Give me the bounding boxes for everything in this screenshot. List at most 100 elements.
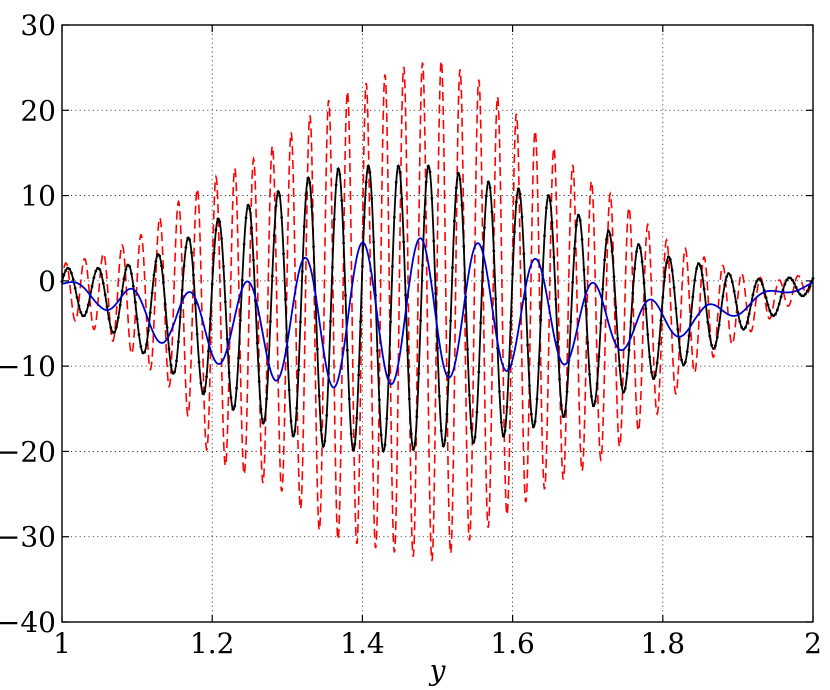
series-point <box>590 395 593 398</box>
series-point <box>479 321 483 325</box>
series-point <box>563 410 567 414</box>
series-point <box>120 289 124 293</box>
series-point <box>605 238 608 241</box>
series-point <box>109 326 113 329</box>
series-point <box>640 260 644 264</box>
series-point <box>682 363 685 367</box>
series-point <box>347 397 351 401</box>
series-point <box>240 278 244 282</box>
series-point <box>691 295 695 299</box>
series-point <box>499 420 503 424</box>
series-point <box>445 412 449 416</box>
series-point <box>291 434 295 438</box>
series-point <box>712 347 715 350</box>
series-point <box>588 372 591 376</box>
series-point <box>270 274 274 278</box>
series-point <box>276 190 280 194</box>
series-point <box>591 404 595 408</box>
series-point <box>576 213 580 217</box>
series-point <box>342 241 346 245</box>
plot-frame <box>61 24 814 623</box>
series-point <box>413 441 417 445</box>
series-point <box>774 312 777 316</box>
series-point <box>546 194 550 198</box>
series-point <box>368 170 372 174</box>
series-point <box>569 320 573 323</box>
series-point <box>165 326 169 329</box>
series-point <box>345 348 349 352</box>
series-point <box>353 442 357 446</box>
series-point <box>439 429 443 432</box>
series-point <box>434 292 438 295</box>
series-point <box>244 216 248 220</box>
series-point <box>207 349 210 353</box>
series-point <box>289 419 293 423</box>
series-point <box>272 234 276 237</box>
series-point <box>338 173 342 176</box>
series-point <box>146 329 150 332</box>
series-point <box>424 180 428 184</box>
series-point <box>644 307 648 311</box>
y-tick-label: 20 <box>20 94 56 127</box>
series-point <box>775 308 779 312</box>
series-point <box>612 275 616 279</box>
series-point <box>355 416 359 420</box>
series-point <box>392 215 396 219</box>
series-point <box>471 441 475 444</box>
series-point <box>565 390 569 394</box>
series-point <box>642 281 646 285</box>
x-axis-label: y <box>428 654 447 687</box>
series-point <box>85 310 88 314</box>
series-point <box>789 276 792 280</box>
series-point <box>633 267 637 271</box>
series-point <box>663 275 667 279</box>
series-point <box>751 293 755 297</box>
series-point <box>678 346 682 349</box>
series-point <box>503 429 507 432</box>
series-point <box>321 444 325 448</box>
series-point <box>616 337 620 341</box>
series-point <box>265 397 269 401</box>
series-point <box>131 284 135 288</box>
series-point <box>73 286 77 290</box>
series-point <box>715 335 719 339</box>
series-point <box>124 268 128 271</box>
series-point <box>101 281 105 285</box>
series-point <box>537 362 541 365</box>
series-point <box>528 384 531 388</box>
series-point <box>505 405 509 409</box>
series-point <box>653 373 657 377</box>
series-point <box>122 277 126 281</box>
series-point <box>128 265 131 268</box>
series-point <box>238 318 242 322</box>
series-point <box>173 370 177 374</box>
series-point <box>665 261 668 265</box>
series-point <box>689 315 693 318</box>
series-point <box>650 370 653 374</box>
series-point <box>723 283 727 286</box>
series-point <box>468 393 471 397</box>
series-point <box>484 194 488 198</box>
series-point <box>522 252 526 256</box>
series-point <box>539 318 543 322</box>
series-point <box>130 272 133 276</box>
series-point <box>531 425 535 429</box>
series-point <box>90 284 94 288</box>
series-point <box>494 297 498 301</box>
series-point <box>404 293 407 297</box>
series-point <box>462 245 466 248</box>
series-point <box>387 373 391 377</box>
series-point <box>490 210 494 214</box>
series-point <box>160 264 163 268</box>
series-point <box>698 264 702 268</box>
series-point <box>725 275 729 279</box>
series-point <box>550 221 554 225</box>
series-point <box>362 215 366 219</box>
series-point <box>71 278 75 282</box>
series-point <box>257 380 261 383</box>
y-tick-label: −30 <box>0 521 56 554</box>
series-point <box>261 421 265 425</box>
series-point <box>802 294 806 298</box>
series-point <box>98 267 101 271</box>
